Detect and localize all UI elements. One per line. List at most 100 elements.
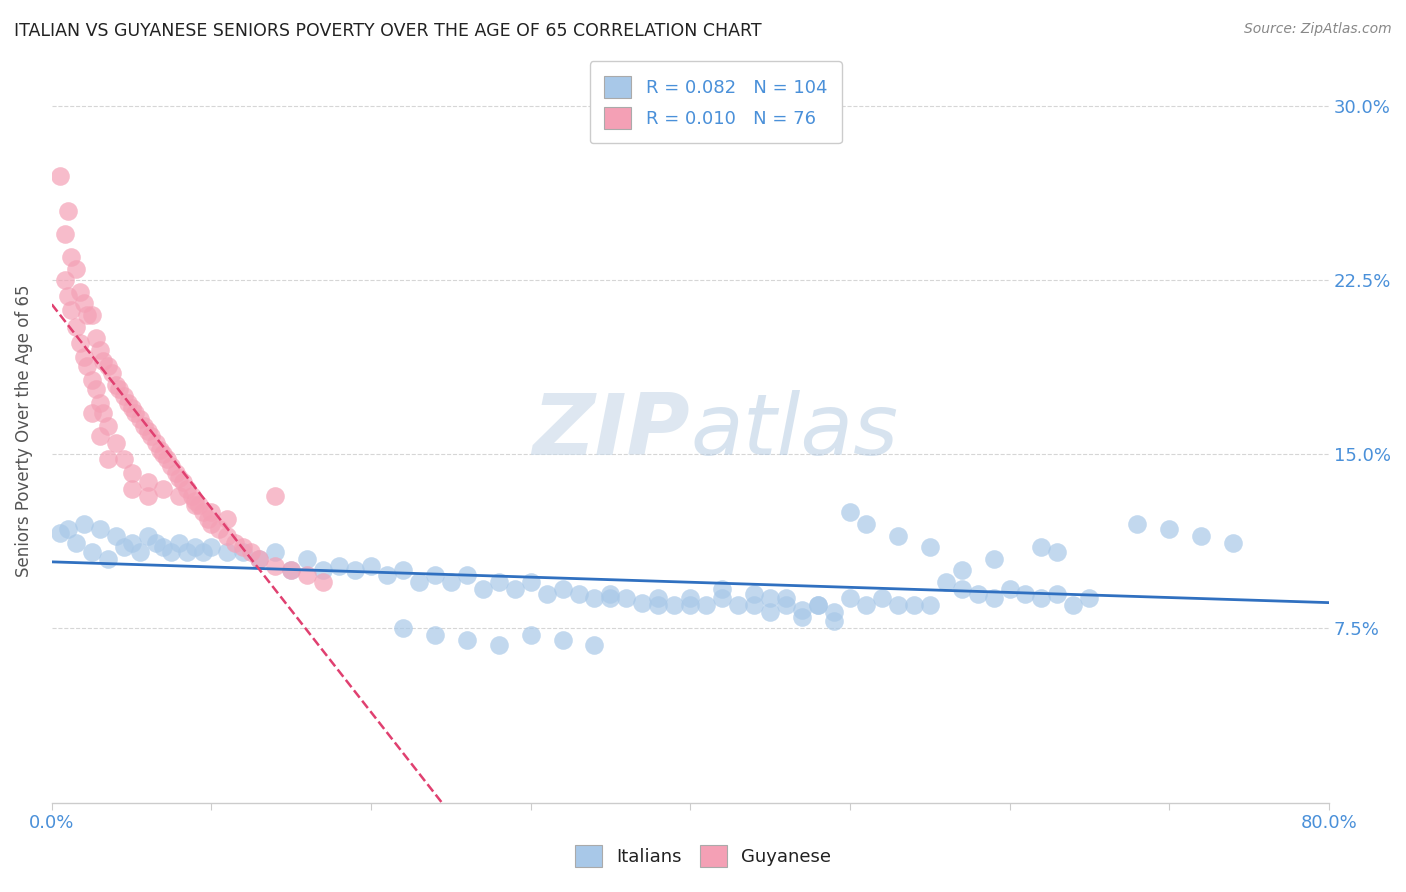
Point bbox=[966, 587, 988, 601]
Point bbox=[53, 273, 76, 287]
Point bbox=[73, 296, 96, 310]
Point bbox=[97, 551, 120, 566]
Point bbox=[950, 582, 973, 596]
Point bbox=[344, 563, 367, 577]
Point bbox=[983, 551, 1005, 566]
Point bbox=[616, 591, 638, 606]
Point bbox=[711, 591, 734, 606]
Point bbox=[408, 574, 430, 589]
Point bbox=[97, 419, 120, 434]
Point bbox=[152, 540, 174, 554]
Point bbox=[69, 285, 91, 299]
Point bbox=[136, 475, 159, 490]
Point bbox=[200, 505, 222, 519]
Point bbox=[918, 599, 941, 613]
Point bbox=[181, 489, 204, 503]
Point bbox=[117, 396, 139, 410]
Point bbox=[145, 535, 167, 549]
Point bbox=[823, 605, 845, 619]
Point bbox=[280, 563, 302, 577]
Point bbox=[69, 335, 91, 350]
Point bbox=[48, 169, 70, 183]
Point bbox=[86, 331, 108, 345]
Point bbox=[156, 452, 179, 467]
Point bbox=[160, 458, 183, 473]
Point bbox=[89, 428, 111, 442]
Point bbox=[101, 366, 124, 380]
Point bbox=[631, 596, 654, 610]
Point bbox=[65, 319, 87, 334]
Point bbox=[169, 535, 191, 549]
Point bbox=[97, 452, 120, 467]
Point bbox=[375, 568, 398, 582]
Point bbox=[918, 540, 941, 554]
Point bbox=[59, 250, 82, 264]
Point bbox=[73, 516, 96, 531]
Point bbox=[247, 551, 270, 566]
Point bbox=[197, 512, 219, 526]
Point bbox=[53, 227, 76, 241]
Point bbox=[89, 343, 111, 357]
Y-axis label: Seniors Poverty Over the Age of 65: Seniors Poverty Over the Age of 65 bbox=[15, 285, 32, 577]
Legend: R = 0.082   N = 104, R = 0.010   N = 76: R = 0.082 N = 104, R = 0.010 N = 76 bbox=[591, 62, 842, 144]
Point bbox=[423, 628, 446, 642]
Point bbox=[1046, 587, 1069, 601]
Point bbox=[935, 574, 957, 589]
Point bbox=[104, 435, 127, 450]
Point bbox=[264, 558, 287, 573]
Text: Source: ZipAtlas.com: Source: ZipAtlas.com bbox=[1244, 22, 1392, 37]
Legend: Italians, Guyanese: Italians, Guyanese bbox=[568, 838, 838, 874]
Point bbox=[807, 599, 830, 613]
Point bbox=[1078, 591, 1101, 606]
Point bbox=[107, 382, 129, 396]
Point bbox=[136, 424, 159, 438]
Point bbox=[264, 545, 287, 559]
Point bbox=[264, 489, 287, 503]
Point bbox=[887, 599, 910, 613]
Point bbox=[647, 591, 669, 606]
Point bbox=[112, 452, 135, 467]
Point bbox=[165, 466, 187, 480]
Point bbox=[742, 599, 765, 613]
Point bbox=[240, 545, 263, 559]
Point bbox=[121, 401, 143, 415]
Point bbox=[440, 574, 463, 589]
Point bbox=[184, 540, 207, 554]
Point bbox=[80, 405, 103, 419]
Point bbox=[56, 522, 79, 536]
Point bbox=[790, 603, 813, 617]
Point bbox=[1126, 516, 1149, 531]
Point bbox=[599, 591, 621, 606]
Point bbox=[312, 574, 335, 589]
Point bbox=[139, 428, 162, 442]
Point bbox=[280, 563, 302, 577]
Point bbox=[65, 261, 87, 276]
Point bbox=[86, 382, 108, 396]
Point bbox=[121, 535, 143, 549]
Point bbox=[128, 545, 150, 559]
Point bbox=[217, 545, 239, 559]
Point bbox=[232, 545, 254, 559]
Point bbox=[998, 582, 1021, 596]
Point bbox=[152, 447, 174, 461]
Point bbox=[870, 591, 893, 606]
Point bbox=[176, 482, 198, 496]
Point bbox=[950, 563, 973, 577]
Point bbox=[519, 574, 541, 589]
Point bbox=[328, 558, 350, 573]
Point bbox=[727, 599, 749, 613]
Point bbox=[583, 591, 606, 606]
Point bbox=[112, 389, 135, 403]
Point bbox=[567, 587, 589, 601]
Point bbox=[128, 412, 150, 426]
Point bbox=[80, 308, 103, 322]
Point bbox=[775, 591, 797, 606]
Point bbox=[184, 493, 207, 508]
Point bbox=[232, 540, 254, 554]
Text: ITALIAN VS GUYANESE SENIORS POVERTY OVER THE AGE OF 65 CORRELATION CHART: ITALIAN VS GUYANESE SENIORS POVERTY OVER… bbox=[14, 22, 762, 40]
Point bbox=[187, 499, 209, 513]
Point bbox=[121, 466, 143, 480]
Point bbox=[1062, 599, 1084, 613]
Point bbox=[456, 633, 478, 648]
Text: ZIP: ZIP bbox=[533, 390, 690, 473]
